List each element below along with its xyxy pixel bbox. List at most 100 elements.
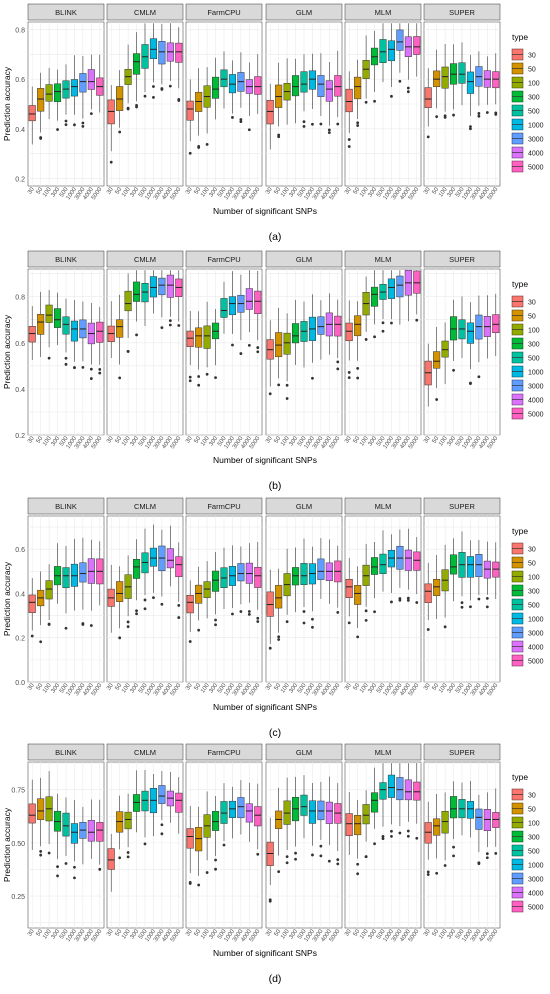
outlier-point	[336, 122, 340, 126]
box-300	[371, 541, 379, 614]
outlier-point	[319, 122, 323, 126]
outlier-point	[268, 392, 272, 396]
legend-label: 1000	[528, 617, 544, 624]
facet-strip	[344, 250, 422, 268]
outlier-point	[256, 616, 260, 620]
outlier-point	[406, 834, 410, 838]
box-body	[149, 547, 157, 567]
facet-strip	[423, 743, 501, 761]
facet-strip-label: CMLM	[134, 8, 156, 17]
box-body	[334, 75, 342, 97]
outlier-point	[177, 604, 181, 607]
outlier-point	[135, 333, 138, 337]
x-tick-label: 500	[455, 682, 466, 694]
x-tick-label: 300	[209, 682, 220, 694]
x-tick-label: 300	[209, 928, 220, 940]
outlier-point	[143, 607, 147, 611]
outlier-point	[285, 397, 289, 400]
box-body	[441, 66, 449, 89]
legend-label: 4000	[528, 891, 544, 898]
outlier-point	[364, 619, 368, 622]
x-tick-label: 300	[368, 435, 379, 447]
x-tick-label: 30	[423, 682, 432, 691]
legend-label: 100	[528, 81, 540, 88]
box-body	[87, 69, 95, 90]
box-4000	[483, 792, 491, 860]
box-body	[237, 563, 245, 582]
facet-strip	[265, 3, 343, 21]
box-1000	[228, 545, 236, 616]
box-30	[266, 569, 274, 650]
box-4000	[483, 295, 491, 359]
outlier-point	[443, 625, 447, 629]
box-body	[116, 581, 124, 602]
outlier-point	[239, 120, 243, 124]
outlier-point	[205, 871, 209, 874]
box-body	[387, 550, 395, 568]
x-tick-label: 50	[432, 435, 441, 444]
box-500	[379, 23, 387, 83]
x-tick-label: 50	[115, 682, 124, 691]
box-300	[133, 270, 141, 337]
outlier-point	[469, 605, 472, 609]
outlier-point	[452, 113, 455, 117]
x-tick-label: 100	[280, 186, 291, 198]
x-tick-label: 30	[423, 928, 432, 937]
box-body	[413, 270, 421, 294]
box-300	[212, 796, 220, 871]
box-300	[54, 69, 62, 131]
outlier-point	[188, 881, 192, 884]
facet-strip-label: BLINK	[55, 255, 77, 264]
outlier-point	[168, 84, 172, 88]
box-3000	[475, 540, 483, 601]
box-3000	[475, 794, 483, 866]
box-body	[54, 83, 62, 102]
outlier-point	[109, 160, 113, 164]
box-body	[283, 332, 291, 355]
box-body	[212, 811, 220, 831]
box-3000	[475, 51, 483, 118]
box-5000	[413, 763, 421, 840]
outlier-point	[168, 323, 172, 327]
outlier-point	[347, 145, 351, 148]
box-body	[212, 76, 220, 99]
box-body	[354, 315, 362, 337]
box-body	[141, 790, 149, 812]
box-100	[362, 35, 370, 104]
legend-label: 500	[528, 603, 540, 610]
legend-label: 30	[528, 793, 536, 800]
outlier-point	[89, 367, 93, 371]
box-100	[283, 313, 291, 400]
outlier-point	[327, 859, 331, 863]
legend-label: 50	[528, 807, 536, 814]
outlier-point	[126, 350, 130, 353]
panel-caption: (a)	[269, 231, 282, 243]
box-300	[450, 781, 458, 858]
x-tick-label: 5000	[91, 186, 104, 201]
x-tick-label: 500	[217, 928, 228, 940]
box-body	[96, 321, 104, 343]
outlier-point	[477, 114, 481, 118]
facet-strip-label: GLM	[296, 8, 312, 17]
outlier-point	[118, 856, 122, 860]
x-tick-label: 5000	[329, 435, 342, 450]
outlier-point	[347, 138, 351, 141]
box-body	[133, 281, 141, 302]
x-tick-label: 300	[289, 435, 300, 447]
box-3000	[237, 274, 245, 355]
outlier-point	[435, 871, 439, 875]
x-tick-label: 500	[138, 435, 149, 447]
outlier-point	[477, 112, 481, 115]
box-1000	[149, 23, 157, 99]
facet-strip	[185, 743, 263, 761]
x-tick-label: 5000	[249, 435, 262, 450]
box-5000	[175, 27, 183, 102]
box-300	[54, 292, 62, 346]
facet-strip	[185, 497, 263, 515]
outlier-point	[268, 646, 272, 650]
outlier-point	[390, 834, 393, 838]
box-body	[124, 290, 132, 312]
